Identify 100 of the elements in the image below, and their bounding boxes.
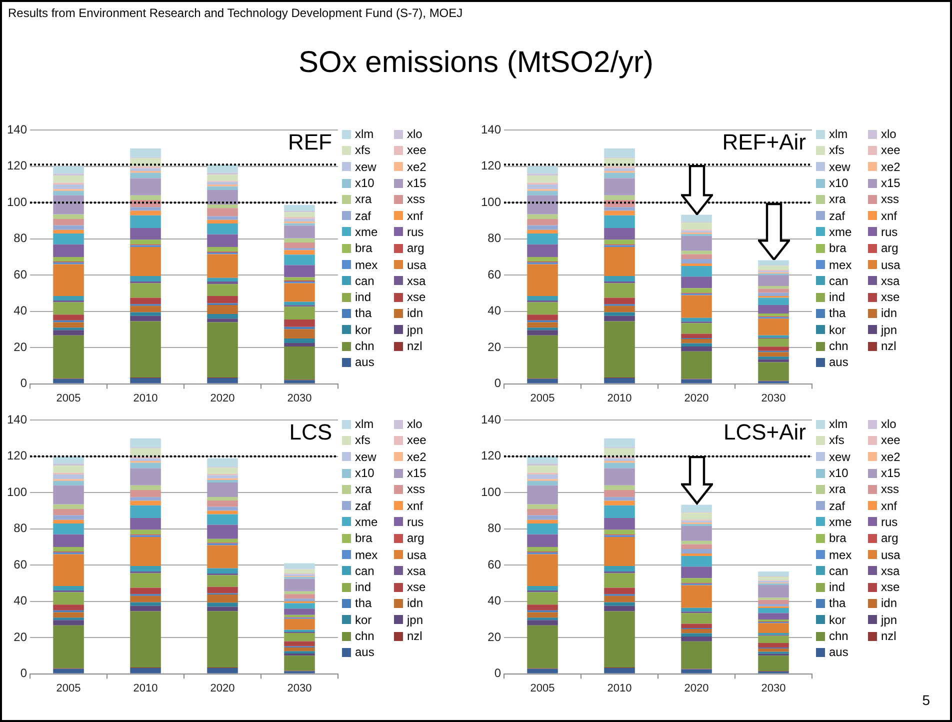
legend-label: chn bbox=[829, 339, 848, 353]
legend-label: xme bbox=[355, 224, 378, 239]
legend-label: ind bbox=[355, 290, 372, 304]
y-tick-label: 20 bbox=[488, 630, 502, 644]
legend-label: xee bbox=[407, 433, 426, 448]
x-tick-label: 2010 bbox=[133, 392, 158, 404]
legend-label: xfs bbox=[829, 433, 844, 448]
legend-label: tha bbox=[829, 306, 846, 320]
legend-label: xsa bbox=[881, 274, 900, 288]
legend-label: xra bbox=[829, 192, 846, 206]
x-tick-label: 2030 bbox=[761, 392, 786, 404]
y-tick-label: 20 bbox=[14, 630, 28, 644]
legend-label: xme bbox=[355, 514, 378, 529]
legend-label: x10 bbox=[355, 466, 374, 480]
legend-label: usa bbox=[407, 548, 426, 562]
legend-label: xew bbox=[355, 450, 376, 464]
legend-label: xra bbox=[355, 192, 372, 206]
legend-label: idn bbox=[407, 596, 424, 610]
legend-label: aus bbox=[355, 355, 374, 370]
legend-label: idn bbox=[881, 306, 898, 320]
legend-label: can bbox=[829, 274, 848, 288]
legend-label: x10 bbox=[829, 176, 848, 190]
legend-label: xfs bbox=[355, 143, 370, 158]
legend-label: xlo bbox=[407, 127, 422, 142]
legend-label: aus bbox=[355, 645, 374, 660]
legend-label: x15 bbox=[881, 466, 900, 480]
legend-label: kor bbox=[355, 612, 372, 627]
legend-label: tha bbox=[355, 306, 372, 320]
legend-label: xee bbox=[881, 433, 900, 448]
legend-label: arg bbox=[881, 241, 898, 256]
y-tick-label: 140 bbox=[480, 122, 502, 137]
legend-label: mex bbox=[829, 258, 852, 272]
legend-label: arg bbox=[407, 531, 424, 546]
legend-label: xme bbox=[829, 514, 852, 529]
legend-label: nzl bbox=[407, 629, 422, 643]
y-tick-label: 140 bbox=[6, 412, 28, 427]
legend-label: xfs bbox=[355, 433, 370, 448]
legend-label: xnf bbox=[407, 208, 424, 223]
legend-label: chn bbox=[829, 629, 848, 643]
chart-title: LCS bbox=[289, 419, 332, 444]
legend-label: x10 bbox=[355, 176, 374, 190]
y-tick-label: 40 bbox=[488, 304, 502, 318]
y-tick-label: 140 bbox=[6, 122, 28, 137]
y-tick-label: 40 bbox=[14, 594, 28, 608]
x-tick-label: 2005 bbox=[56, 392, 81, 404]
x-tick-label: 2020 bbox=[210, 392, 235, 404]
legend-label: chn bbox=[355, 629, 374, 643]
legend-label: arg bbox=[881, 531, 898, 546]
legend-label: usa bbox=[881, 548, 900, 562]
legend-label: ind bbox=[829, 290, 846, 304]
legend-label: xew bbox=[829, 450, 850, 464]
legend-label: xse bbox=[881, 580, 900, 594]
legend-label: xss bbox=[881, 192, 899, 206]
legend-label: xse bbox=[881, 290, 900, 304]
legend-label: xe2 bbox=[881, 160, 900, 174]
legend-label: xlm bbox=[355, 417, 374, 432]
legend-label: xee bbox=[407, 143, 426, 158]
legend-label: mex bbox=[355, 258, 378, 272]
legend-label: xsa bbox=[881, 564, 900, 578]
legend-label: bra bbox=[829, 531, 846, 546]
chart-title: REF+Air bbox=[722, 129, 806, 154]
legend-label: x10 bbox=[829, 466, 848, 480]
x-tick-label: 2020 bbox=[210, 682, 235, 694]
legend-label: ind bbox=[829, 580, 846, 594]
legend-label: kor bbox=[829, 322, 846, 337]
legend-label: idn bbox=[881, 596, 898, 610]
y-tick-label: 60 bbox=[14, 267, 28, 282]
y-tick-label: 60 bbox=[488, 267, 502, 282]
y-tick-label: 0 bbox=[20, 666, 28, 680]
y-tick-label: 80 bbox=[14, 521, 28, 536]
legend-label: xlm bbox=[829, 417, 848, 432]
legend-label: ind bbox=[355, 580, 372, 594]
y-tick-label: 60 bbox=[14, 557, 28, 572]
legend-label: mex bbox=[355, 548, 378, 562]
legend-label: xew bbox=[355, 160, 376, 174]
legend-label: xfs bbox=[829, 143, 844, 158]
y-tick-label: 100 bbox=[6, 194, 28, 209]
text: SOx emissions (MtSO2/yr) bbox=[297, 46, 655, 80]
legend-label: arg bbox=[407, 241, 424, 256]
legend-label: zaf bbox=[829, 498, 846, 513]
legend-label: can bbox=[829, 564, 848, 578]
legend-label: rus bbox=[881, 514, 898, 529]
legend-label: xlo bbox=[881, 417, 896, 432]
legend-label: zaf bbox=[355, 208, 372, 223]
legend-label: xse bbox=[407, 580, 426, 594]
legend-label: xra bbox=[829, 482, 846, 496]
x-tick-label: 2005 bbox=[56, 682, 81, 694]
text: Results from Environment Research and Technology Development Fund (S-7), MOEJ bbox=[8, 6, 463, 20]
x-tick-label: 2010 bbox=[607, 392, 632, 404]
y-tick-label: 100 bbox=[480, 194, 502, 209]
legend-label: x15 bbox=[881, 176, 900, 190]
legend-label: xsa bbox=[407, 564, 426, 578]
y-tick-label: 40 bbox=[488, 594, 502, 608]
x-tick-label: 2030 bbox=[761, 682, 786, 694]
x-tick-label: 2010 bbox=[607, 682, 632, 694]
legend-label: rus bbox=[407, 224, 424, 239]
legend-label: jpn bbox=[881, 612, 898, 627]
legend-label: kor bbox=[355, 322, 372, 337]
legend-label: can bbox=[355, 564, 374, 578]
legend-label: xss bbox=[407, 192, 425, 206]
